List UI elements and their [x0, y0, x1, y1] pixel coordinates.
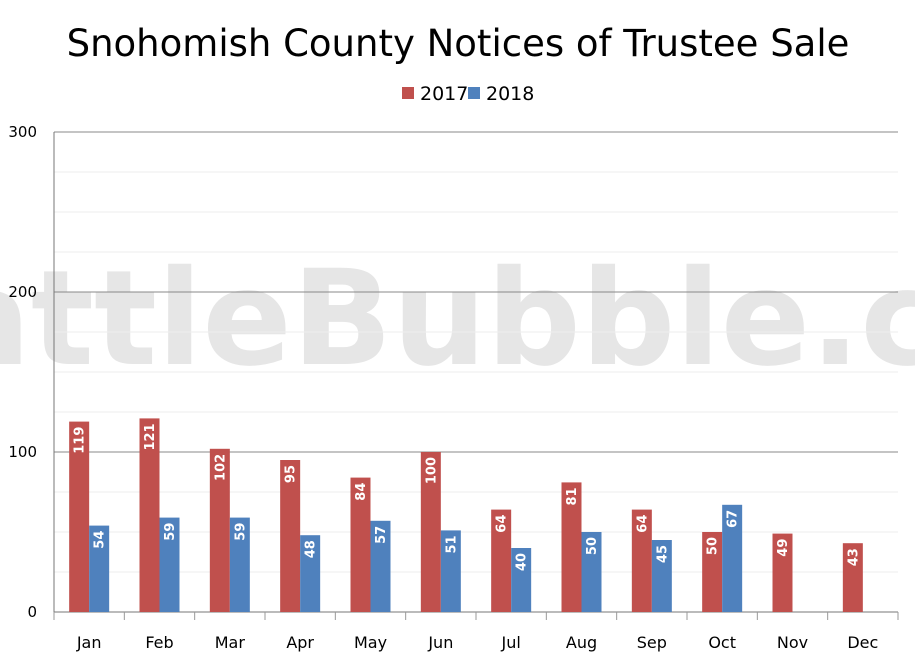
bar-2018 [159, 517, 180, 612]
data-label: 84 [354, 483, 369, 501]
x-tick-label: Dec [847, 633, 878, 652]
x-tick-label: May [354, 633, 387, 652]
bar-2017 [702, 532, 723, 612]
y-tick-label: 200 [8, 283, 37, 301]
data-label: 119 [73, 427, 88, 454]
x-axis: Jan Feb Mar Apr May Jun Jul Aug Sep Oct Nov Dec [53, 612, 899, 652]
bar-2018 [440, 530, 461, 612]
y-axis: 0 100 200 300 [8, 123, 55, 621]
data-label: 64 [495, 515, 510, 533]
legend: 2017 2018 [402, 83, 534, 105]
gridlines [54, 131, 898, 613]
x-tick-label: Oct [708, 633, 736, 652]
bar-2017 [561, 482, 582, 612]
y-tick-label: 300 [8, 123, 37, 141]
x-tick-label: Jul [501, 633, 521, 652]
x-tick-label: Jan [76, 633, 102, 652]
data-label: 64 [635, 515, 650, 533]
data-label: 95 [284, 465, 299, 483]
x-tick-label: Feb [145, 633, 173, 652]
x-tick-label: Sep [637, 633, 667, 652]
x-tick-label: Aug [566, 633, 597, 652]
data-label: 59 [233, 523, 248, 541]
data-labels: 119 54 121 59 102 59 95 48 84 57 100 51 64 40 81 50 64 45… [73, 423, 862, 571]
bar-2017 [280, 460, 301, 612]
x-tick-label: Apr [286, 633, 314, 652]
bar-2017 [420, 452, 441, 612]
bar-2017 [491, 509, 512, 612]
y-tick-label: 100 [8, 443, 37, 461]
legend-swatch-2018 [468, 87, 480, 99]
data-label: 59 [163, 523, 178, 541]
bar-2017 [139, 418, 160, 612]
data-label: 57 [374, 526, 389, 544]
bar-2018 [370, 520, 391, 612]
legend-swatch-2017 [402, 87, 414, 99]
bar-2017 [350, 477, 371, 612]
bar-2018 [581, 532, 602, 612]
chart-title: Snohomish County Notices of Trustee Sale [67, 22, 850, 65]
bars [69, 418, 863, 612]
data-label: 40 [515, 553, 530, 571]
data-label: 45 [655, 545, 670, 563]
x-tick-label: Nov [777, 633, 808, 652]
watermark: SeattleBubble.com [0, 242, 915, 396]
data-label: 43 [846, 548, 861, 566]
data-label: 51 [444, 535, 459, 553]
y-tick-label: 0 [27, 603, 37, 621]
data-label: 121 [143, 423, 158, 450]
data-label: 54 [93, 531, 108, 549]
bar-2018 [89, 525, 110, 612]
data-label: 48 [304, 540, 319, 558]
data-label: 50 [585, 537, 600, 555]
bar-2018 [229, 517, 250, 612]
x-tick-label: Jun [427, 633, 453, 652]
data-label: 81 [565, 487, 580, 505]
data-label: 49 [776, 539, 791, 557]
data-label: 102 [213, 454, 228, 481]
legend-label-2017: 2017 [420, 83, 468, 105]
bar-2017 [209, 448, 230, 612]
x-tick-label: Mar [215, 633, 246, 652]
bar-2018 [722, 504, 743, 612]
bar-2017 [631, 509, 652, 612]
bar-2018 [300, 535, 321, 612]
bar-2017 [69, 421, 90, 612]
bar-2017 [772, 533, 793, 612]
data-label: 100 [424, 457, 439, 484]
data-label: 67 [726, 510, 741, 528]
bar-2018 [511, 548, 532, 612]
legend-label-2018: 2018 [486, 83, 534, 105]
data-label: 50 [706, 537, 721, 555]
bar-2018 [651, 540, 672, 612]
bar-2017 [842, 543, 863, 612]
